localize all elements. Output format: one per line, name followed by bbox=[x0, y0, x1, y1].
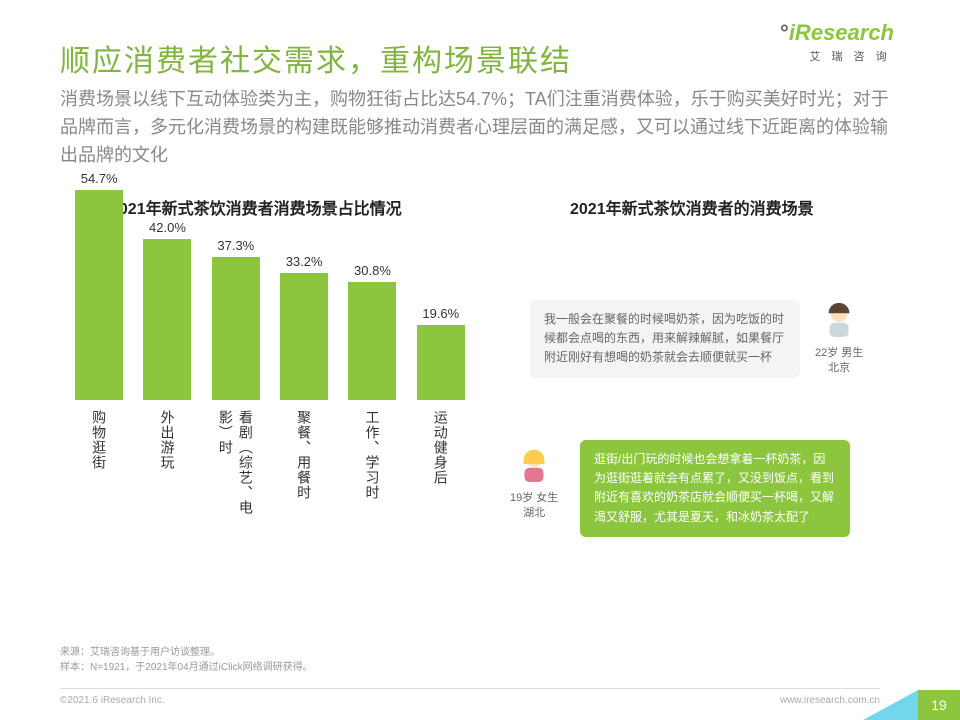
quote-1: 我一般会在聚餐的时候喝奶茶，因为吃饭的时候都会点喝的东西，用来解辣解腻，如果餐厅… bbox=[530, 300, 800, 378]
bar-value-label: 54.7% bbox=[81, 171, 118, 186]
logo-subtitle: 艾 瑞 咨 询 bbox=[780, 48, 920, 64]
corner-decoration bbox=[863, 690, 918, 720]
bar-rect bbox=[348, 282, 396, 400]
page-title: 顺应消费者社交需求，重构场景联结 bbox=[60, 36, 572, 80]
bar-value-label: 19.6% bbox=[422, 306, 459, 321]
bar-item: 37.3% 看剧︵综艺︑电影︶时 bbox=[206, 238, 266, 515]
bar-item: 54.7% 购物逛街 bbox=[69, 171, 129, 515]
avatar-1-info: 22岁 男生北京 bbox=[815, 346, 863, 377]
bar-item: 33.2% 聚餐︑用餐时 bbox=[274, 254, 334, 515]
bar-chart: 54.7%购物逛街42.0%外出游玩37.3%看剧︵综艺︑电影︶时33.2%聚餐… bbox=[60, 235, 480, 615]
bar-rect bbox=[75, 190, 123, 400]
avatar-1: 22岁 男生北京 bbox=[815, 300, 863, 377]
slide: °iResearch 艾 瑞 咨 询 顺应消费者社交需求，重构场景联结 消费场景… bbox=[0, 0, 960, 720]
logo-brand-text: iResearch bbox=[789, 20, 894, 45]
avatar-2-info: 19岁 女生湖北 bbox=[510, 491, 558, 522]
avatar-2: 19岁 女生湖北 bbox=[510, 445, 558, 522]
bar-value-label: 33.2% bbox=[286, 254, 323, 269]
copyright-text: ©2021.6 iResearch Inc. bbox=[60, 695, 165, 706]
bar-item: 42.0% 外出游玩 bbox=[137, 220, 197, 515]
chart-title-right: 2021年新式茶饮消费者的消费场景 bbox=[570, 195, 814, 219]
bar-category-label: 运动健身后 bbox=[431, 410, 451, 515]
source-note: 来源：艾瑞咨询基于用户访谈整理。 样本：N=1921，于2021年04月通过iC… bbox=[60, 645, 313, 675]
person-female-icon bbox=[515, 445, 553, 483]
logo: °iResearch 艾 瑞 咨 询 bbox=[780, 20, 920, 64]
bar-category-label: 聚餐︑用餐时 bbox=[294, 410, 314, 515]
bar-value-label: 37.3% bbox=[217, 238, 254, 253]
avatar-1-line1: 22岁 男生 bbox=[815, 347, 863, 359]
bar-rect bbox=[143, 239, 191, 400]
chart-title-left: 2021年新式茶饮消费者消费场景占比情况 bbox=[110, 195, 402, 219]
avatar-1-line2: 北京 bbox=[828, 362, 850, 374]
bar-category-label: 工作︑学习时 bbox=[362, 410, 382, 515]
source-line2: 样本：N=1921，于2021年04月通过iClick网络调研获得。 bbox=[60, 660, 313, 675]
footer: ©2021.6 iResearch Inc. www.iresearch.com… bbox=[60, 688, 880, 706]
bar-rect bbox=[280, 273, 328, 400]
bar-group: 54.7%购物逛街42.0%外出游玩37.3%看剧︵综艺︑电影︶时33.2%聚餐… bbox=[60, 235, 480, 515]
bar-item: 30.8% 工作︑学习时 bbox=[342, 263, 402, 515]
quote-2: 逛街/出门玩的时候也会想拿着一杯奶茶，因为逛街逛着就会有点累了，又没到饭点，看到… bbox=[580, 440, 850, 537]
source-line1: 来源：艾瑞咨询基于用户访谈整理。 bbox=[60, 645, 313, 660]
avatar-2-line2: 湖北 bbox=[523, 507, 545, 519]
bar-value-label: 30.8% bbox=[354, 263, 391, 278]
avatar-2-line1: 19岁 女生 bbox=[510, 492, 558, 504]
bar-category-label: 看剧︵综艺︑电影︶时 bbox=[216, 410, 256, 515]
bar-rect bbox=[212, 257, 260, 400]
bar-value-label: 42.0% bbox=[149, 220, 186, 235]
bar-rect bbox=[417, 325, 465, 400]
person-male-icon bbox=[820, 300, 858, 338]
page-number: 19 bbox=[918, 690, 960, 720]
bar-item: 19.6% 运动健身后 bbox=[411, 306, 471, 515]
bar-category-label: 外出游玩 bbox=[157, 410, 177, 515]
logo-brand: °iResearch bbox=[780, 20, 920, 46]
bar-category-label: 购物逛街 bbox=[89, 410, 109, 515]
page-subtitle: 消费场景以线下互动体验类为主，购物狂街占比达54.7%；TA们注重消费体验，乐于… bbox=[60, 86, 900, 170]
